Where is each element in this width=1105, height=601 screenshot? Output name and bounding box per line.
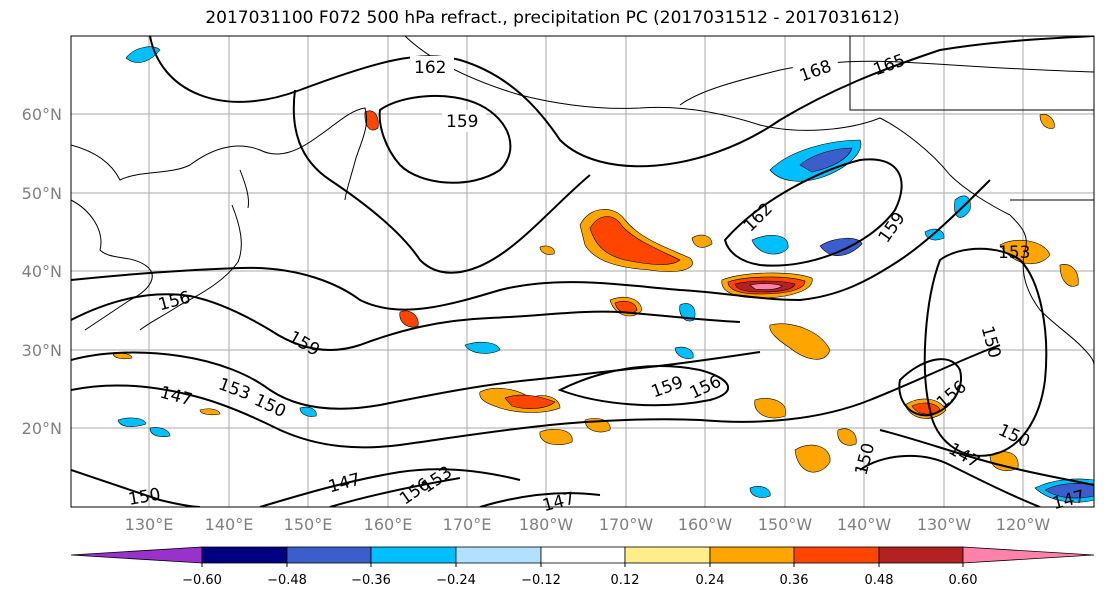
colorbar-extend-left <box>70 546 203 564</box>
latitude-labels: 60°N 50°N 40°N 30°N 20°N <box>22 105 62 438</box>
lon-label: 130°W <box>917 515 972 534</box>
lon-label: 170°E <box>443 515 492 534</box>
colorbar-tick-label: 0.48 <box>865 573 894 588</box>
lon-label: 130°E <box>125 515 174 534</box>
coastlines <box>71 36 1094 366</box>
lon-label: 120°W <box>996 515 1051 534</box>
colorbar <box>70 546 1095 567</box>
contour-label: 153 <box>998 243 1030 263</box>
lat-label: 40°N <box>22 262 62 281</box>
lon-label: 150°E <box>284 515 333 534</box>
longitude-labels: 130°E 140°E 150°E 160°E 170°E 180°W 170°… <box>125 515 1051 534</box>
map-frame <box>70 35 1095 508</box>
colorbar-ticks: −0.60 −0.48 −0.36 −0.24 −0.12 0.12 0.24 … <box>182 573 977 588</box>
colorbar-swatch <box>201 546 288 564</box>
colorbar-tick-label: −0.24 <box>436 573 476 588</box>
lon-label: 140°W <box>837 515 892 534</box>
lon-label: 140°E <box>205 515 254 534</box>
colorbar-tick-label: −0.36 <box>351 573 391 588</box>
colorbar-tick-label: −0.12 <box>521 573 561 588</box>
graticule <box>71 36 1094 507</box>
colorbar-tick-label: 0.60 <box>949 573 978 588</box>
colorbar-swatch <box>455 546 542 564</box>
colorbar-swatch <box>793 546 880 564</box>
lon-label: 170°W <box>599 515 654 534</box>
lat-label: 60°N <box>22 105 62 124</box>
lon-label: 180°W <box>519 515 574 534</box>
lon-label: 160°W <box>678 515 733 534</box>
contour-label: 162 <box>414 58 446 78</box>
lon-label: 160°E <box>364 515 413 534</box>
map-title: 2017031100 F072 500 hPa refract., precip… <box>205 8 900 28</box>
colorbar-tick-label: 0.12 <box>611 573 640 588</box>
refractivity-contours <box>71 36 1094 507</box>
lon-label: 150°W <box>758 515 813 534</box>
contour-label: 159 <box>446 112 478 132</box>
colorbar-swatch <box>624 546 711 564</box>
colorbar-swatch <box>709 546 795 564</box>
colorbar-extend-right <box>962 546 1095 564</box>
lat-label: 20°N <box>22 419 62 438</box>
colorbar-tick-label: −0.48 <box>267 573 307 588</box>
colorbar-swatch <box>540 546 626 564</box>
colorbar-tick-label: −0.60 <box>182 573 222 588</box>
lat-label: 50°N <box>22 184 62 203</box>
colorbar-swatch <box>370 546 457 564</box>
colorbar-swatch <box>878 546 964 564</box>
colorbar-tick-label: 0.24 <box>696 573 725 588</box>
colorbar-tick-label: 0.36 <box>780 573 809 588</box>
colorbar-swatch <box>286 546 372 564</box>
lat-label: 30°N <box>22 341 62 360</box>
